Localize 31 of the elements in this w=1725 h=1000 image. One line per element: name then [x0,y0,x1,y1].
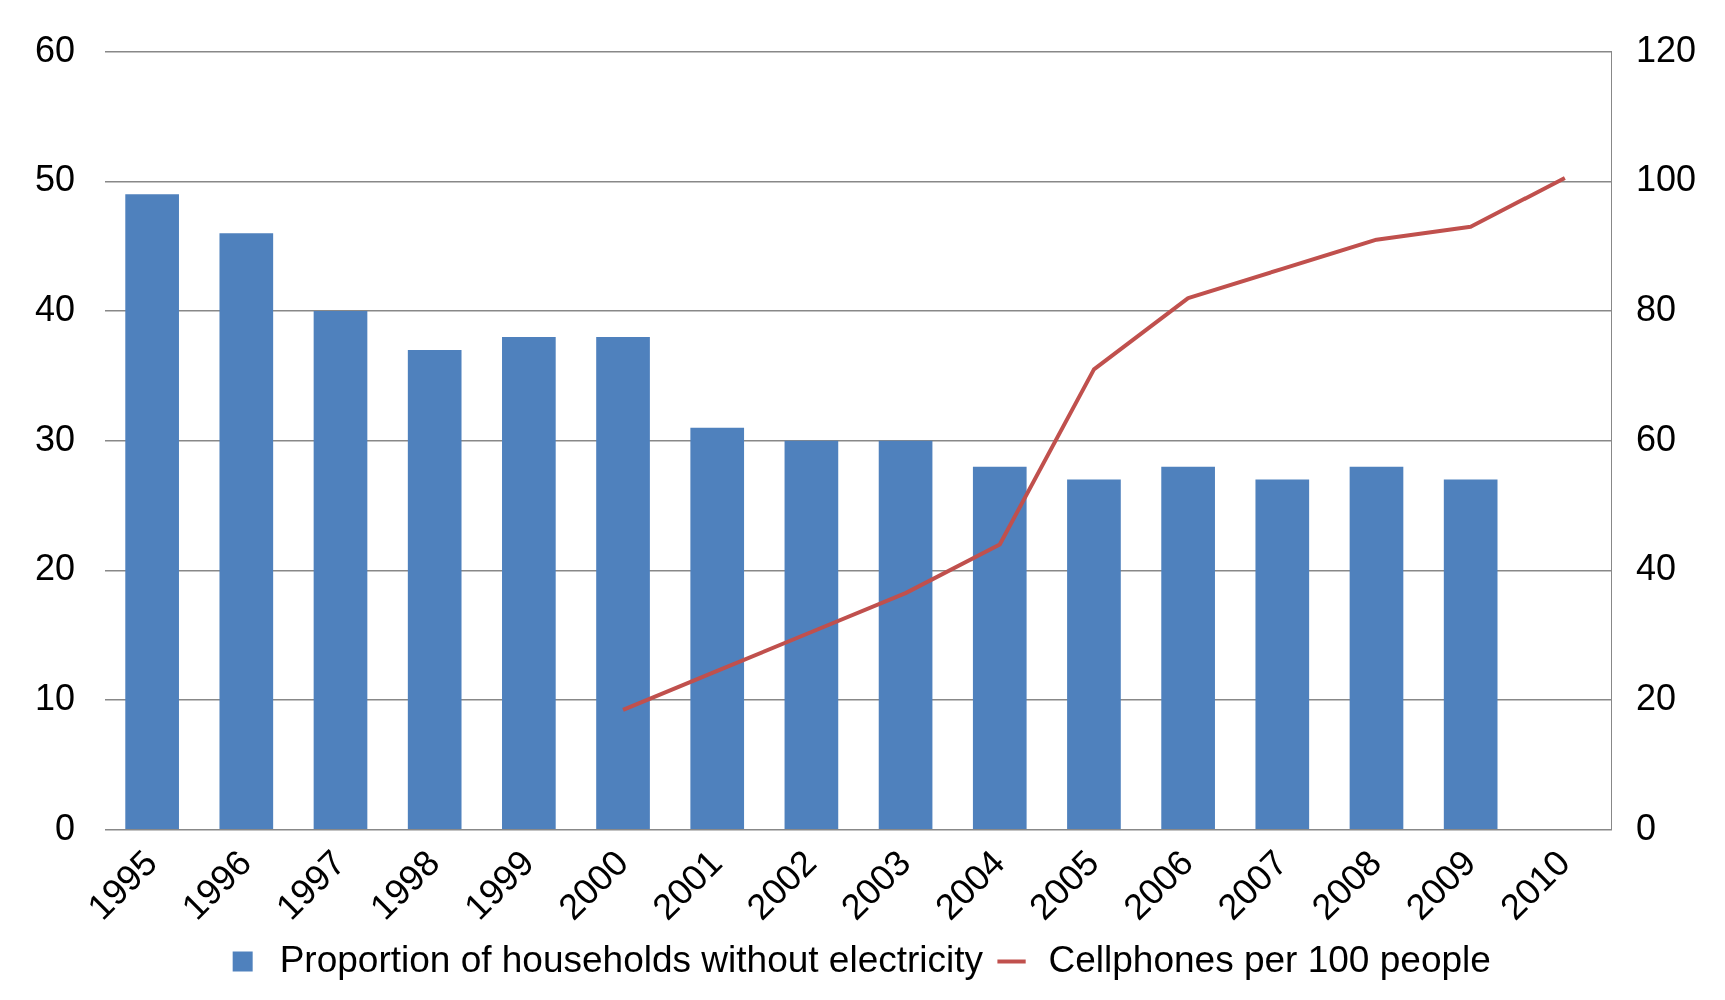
bar [596,336,650,830]
y-tick-label: 10 [35,677,76,719]
y-tick-label: 30 [35,417,76,459]
bar [972,466,1027,830]
y-tick-label: 20 [35,547,76,589]
y2-tick-label: 0 [1635,806,1656,848]
y-tick-label: 0 [55,806,76,848]
bar [878,440,933,830]
bar [407,349,462,830]
bar [690,427,745,830]
bar [1161,466,1215,830]
bar [219,233,274,830]
bar [125,194,179,830]
bar [1255,479,1310,830]
y-tick-label: 60 [35,28,76,70]
bar [784,440,839,830]
y-tick-label: 40 [35,287,76,329]
y2-tick-label: 80 [1635,287,1676,329]
bar [313,311,368,830]
y2-tick-label: 100 [1635,158,1697,200]
bar [1067,479,1121,830]
y2-tick-label: 60 [1635,417,1676,459]
legend-label: Proportion of households without electricity [279,938,984,980]
y2-tick-label: 20 [1635,677,1676,719]
bar [1443,479,1498,830]
bar [1349,466,1404,830]
y2-tick-label: 40 [1635,547,1676,589]
y-tick-label: 50 [35,158,76,200]
y2-tick-label: 120 [1635,28,1697,70]
legend-label: Cellphones per 100 people [1048,938,1491,980]
bar [502,336,556,830]
